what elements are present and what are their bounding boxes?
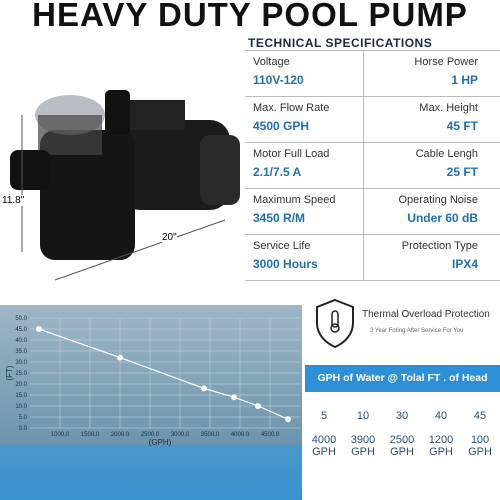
y-tick-label: 0.0: [19, 426, 28, 432]
chart: 0.0 5.0 10.0 15.0 20.0 25.0 30.0 35.0 40.0 45.0 50…: [0, 305, 302, 500]
data-point: [201, 385, 207, 392]
spec-value: 3000 Hours: [253, 257, 318, 271]
col-line: [363, 50, 364, 96]
gph-table: 5 4000 GPH 10 3900 GPH 30 2500 GPH 40 1200 GPH 4…: [305, 400, 500, 500]
y-tick-label: 10.0: [15, 404, 27, 410]
head-value: 30: [395, 410, 409, 422]
col-line: [363, 188, 364, 234]
col-line: [363, 234, 364, 280]
x-tick-label: 4500.0: [261, 432, 280, 438]
flow-value: 1200 GPH: [428, 434, 454, 458]
spec-label: Max. Height: [419, 102, 478, 114]
spec-label: Protection Type: [401, 240, 478, 252]
spec-label: Max. Flow Rate: [253, 102, 330, 114]
spec-value: Under 60 dB: [407, 211, 478, 225]
x-tick-label: 2500.0: [141, 432, 160, 438]
data-point: [255, 403, 261, 409]
col-line: [363, 142, 364, 188]
row-line: [245, 96, 500, 97]
y-tick-label: 5.0: [19, 415, 28, 421]
spec-value: IPX4: [451, 257, 478, 271]
height-dim: 11.8": [2, 195, 25, 206]
head-value: 40: [434, 410, 448, 422]
flow-value: 100 GPH: [468, 434, 492, 458]
x-axis-label: (GPH): [149, 438, 172, 447]
head-value: 10: [356, 410, 370, 422]
flow-value: 4000 GPH: [311, 434, 337, 458]
x-tick-label: 3000.0: [171, 432, 190, 438]
spec-value: 4500 GPH: [253, 119, 310, 133]
pump-image: [10, 90, 240, 281]
flow-value: 2500 GPH: [389, 434, 415, 458]
shield-icon: [316, 298, 354, 349]
spec-value: 1 HP: [451, 73, 478, 87]
row-line: [245, 142, 500, 143]
spec-label: Maximum Speed: [253, 194, 336, 206]
spec-value: 2.1/7.5 A: [253, 165, 302, 179]
y-tick-label: 35.0: [15, 349, 27, 355]
y-tick-label: 50.0: [15, 316, 27, 322]
row-line: [245, 280, 500, 281]
y-tick-label: 25.0: [15, 371, 27, 377]
data-point: [285, 416, 291, 423]
y-tick-label: 30.0: [15, 360, 27, 366]
spec-value: 45 FT: [446, 119, 478, 133]
flow-value: 3900 GPH: [350, 434, 376, 458]
y-axis-label: (FT): [5, 365, 14, 380]
spec-label: Motor Full Load: [253, 148, 330, 160]
x-tick-label: 2000.0: [111, 432, 130, 438]
feature-title: Thermal Overload Protection: [362, 309, 490, 320]
spec-label: Horse Power: [414, 56, 478, 68]
x-tick-label: 1500.0: [81, 432, 100, 438]
row-line: [245, 50, 500, 51]
spec-label: Cable Lengh: [415, 148, 478, 160]
y-tick-label: 15.0: [15, 393, 27, 399]
y-tick-label: 40.0: [15, 338, 27, 344]
data-line: [38, 328, 289, 420]
spec-title: TECHNICAL SPECIFICATIONS: [248, 36, 433, 50]
spec-label: Operating Noise: [398, 194, 479, 206]
title: HEAVY DUTY POOL PUMP: [32, 0, 468, 33]
row-line: [245, 188, 500, 189]
spec-label: Service Life: [253, 240, 311, 252]
row-line: [245, 234, 500, 235]
spec-table: Voltage 110V-120 Horse Power 1 HP Max. Flow …: [245, 50, 500, 285]
spec-value: 3450 R/M: [253, 211, 306, 225]
spec-value: 25 FT: [446, 165, 478, 179]
x-tick-label: 3500.0: [201, 432, 220, 438]
y-tick-label: 45.0: [15, 327, 27, 333]
x-tick-label: 4000.0: [231, 432, 250, 438]
feature-subtitle: 3 Year Foting After Service For You: [370, 328, 464, 334]
data-point: [117, 354, 123, 361]
x-tick-label: 1000.0: [51, 432, 70, 438]
length-dim: 20": [162, 232, 177, 243]
head-value: 45: [473, 410, 487, 422]
data-point: [231, 394, 237, 401]
head-value: 5: [320, 410, 328, 422]
col-line: [363, 96, 364, 142]
gph-title: GPH of Water @ Tolal FT . of Head: [305, 365, 500, 392]
data-point: [36, 326, 42, 332]
spec-value: 110V-120: [253, 73, 304, 87]
spec-label: Voltage: [253, 56, 290, 68]
y-tick-label: 20.0: [15, 382, 27, 388]
